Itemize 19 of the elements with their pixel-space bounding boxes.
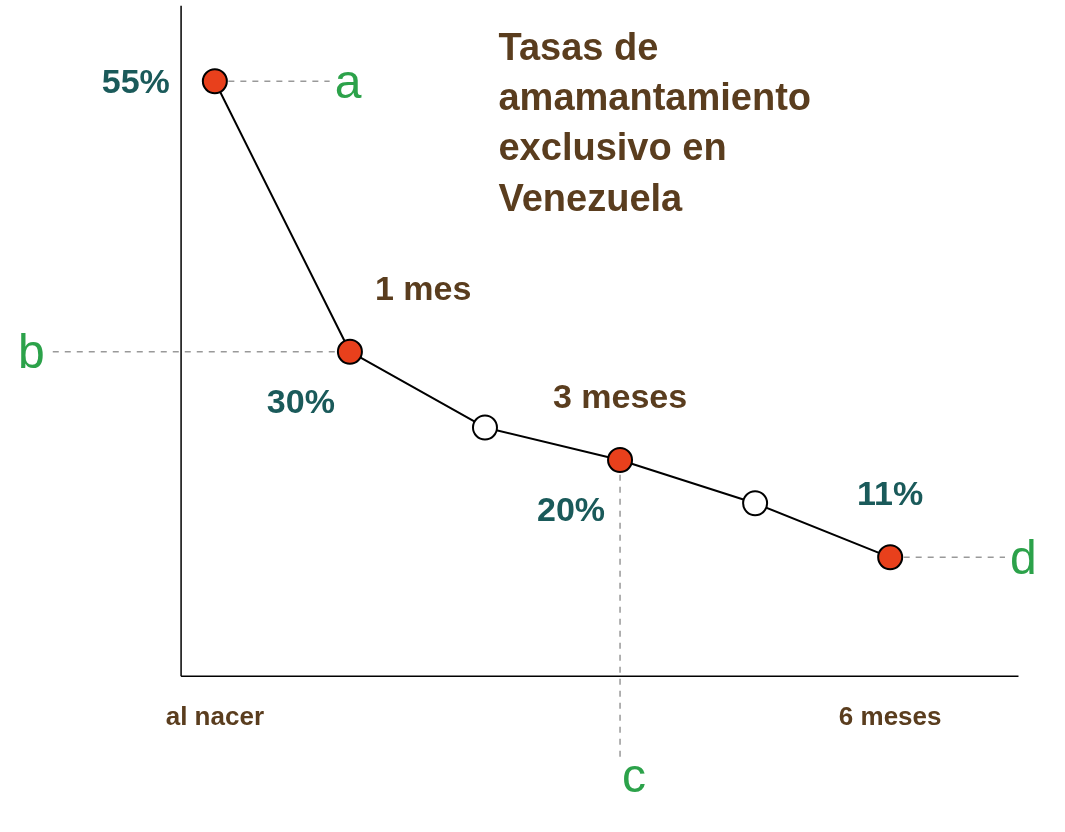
point <box>742 490 769 517</box>
annotation: 3 meses <box>552 376 688 415</box>
ref-line-label: d <box>1009 530 1037 584</box>
data-label: 30% <box>266 381 335 420</box>
point <box>877 544 904 571</box>
text: Tasas de amamantamiento exclusivo en Venezuela <box>498 25 812 219</box>
ref-line-label: b <box>18 325 45 379</box>
data-label: 20% <box>537 489 606 528</box>
point <box>607 446 634 473</box>
data-label: 11% <box>857 474 924 513</box>
text: c <box>622 748 647 802</box>
x-tick-label: 6 meses <box>838 701 942 732</box>
point <box>201 68 228 95</box>
x-tick-label: al nacer <box>165 701 264 732</box>
data-label: 55% <box>101 62 170 101</box>
ref-line-label: a <box>334 54 362 108</box>
annotation: 1 mes <box>374 268 472 307</box>
point <box>471 414 498 441</box>
point <box>336 338 363 365</box>
